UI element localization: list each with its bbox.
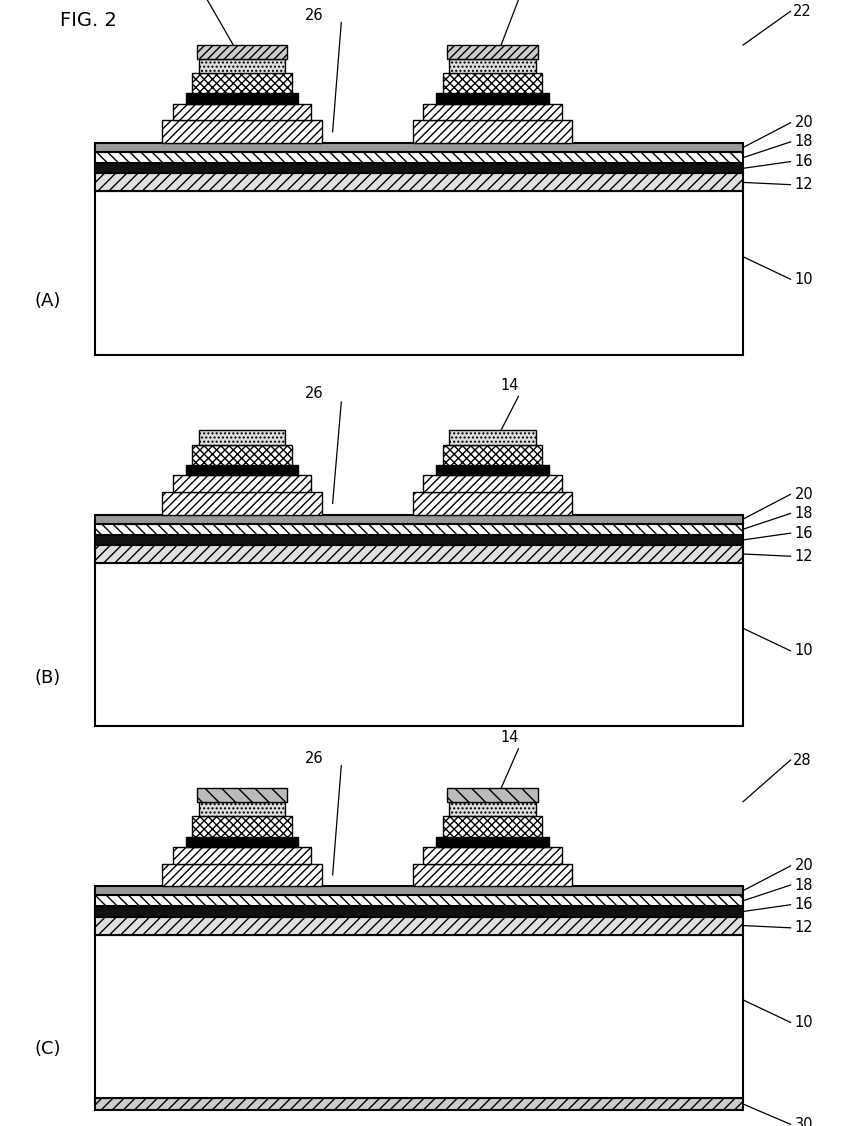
- Text: 12: 12: [795, 177, 814, 193]
- Bar: [95, 545, 743, 563]
- Bar: [95, 935, 743, 1098]
- Bar: [173, 847, 311, 864]
- Bar: [95, 895, 743, 906]
- Bar: [162, 492, 321, 515]
- Text: 22: 22: [793, 3, 812, 19]
- Text: FIG. 2: FIG. 2: [60, 11, 118, 30]
- Bar: [173, 104, 311, 120]
- Bar: [199, 802, 285, 816]
- Bar: [449, 59, 536, 73]
- Text: 16: 16: [795, 526, 813, 540]
- Bar: [95, 535, 743, 545]
- Bar: [193, 445, 292, 465]
- Text: 16: 16: [795, 897, 813, 912]
- Bar: [448, 788, 537, 802]
- Text: 12: 12: [795, 920, 814, 936]
- Bar: [436, 93, 549, 104]
- Bar: [449, 802, 536, 816]
- Text: 10: 10: [795, 1015, 814, 1030]
- Text: 10: 10: [795, 271, 814, 287]
- Bar: [423, 475, 562, 492]
- Text: 12: 12: [795, 548, 814, 564]
- Bar: [199, 59, 285, 73]
- Text: 14: 14: [500, 378, 519, 393]
- Bar: [186, 465, 298, 475]
- Text: 26: 26: [305, 751, 324, 766]
- Text: 26: 26: [305, 386, 324, 401]
- Bar: [95, 173, 743, 191]
- Bar: [193, 73, 292, 93]
- Text: (C): (C): [35, 1040, 61, 1058]
- Bar: [197, 45, 287, 59]
- Bar: [412, 864, 572, 886]
- Text: 26: 26: [305, 8, 324, 23]
- Text: 18: 18: [795, 877, 813, 893]
- Bar: [95, 163, 743, 173]
- Bar: [412, 492, 572, 515]
- Bar: [442, 816, 543, 837]
- Bar: [95, 152, 743, 163]
- Text: 20: 20: [795, 858, 814, 874]
- Text: (B): (B): [35, 669, 60, 687]
- Bar: [423, 847, 562, 864]
- Bar: [186, 837, 298, 847]
- Bar: [442, 73, 543, 93]
- Bar: [193, 816, 292, 837]
- Bar: [95, 563, 743, 726]
- Text: (A): (A): [35, 292, 61, 310]
- Text: 18: 18: [795, 506, 813, 521]
- Bar: [95, 1098, 743, 1110]
- Bar: [95, 524, 743, 535]
- Bar: [197, 788, 287, 802]
- Bar: [95, 143, 743, 152]
- Bar: [95, 906, 743, 917]
- Text: 10: 10: [795, 643, 814, 659]
- Bar: [95, 515, 743, 524]
- Text: 20: 20: [795, 486, 814, 502]
- Bar: [95, 917, 743, 935]
- Bar: [162, 120, 321, 143]
- Bar: [186, 93, 298, 104]
- Bar: [436, 837, 549, 847]
- Bar: [199, 430, 285, 445]
- Bar: [95, 191, 743, 355]
- Bar: [412, 120, 572, 143]
- Text: 20: 20: [795, 115, 814, 131]
- Text: 18: 18: [795, 134, 813, 150]
- Bar: [173, 475, 311, 492]
- Bar: [95, 886, 743, 895]
- Bar: [449, 430, 536, 445]
- Bar: [436, 465, 549, 475]
- Text: 30: 30: [795, 1117, 813, 1126]
- Text: 14: 14: [500, 731, 519, 745]
- Text: 28: 28: [793, 752, 812, 768]
- Bar: [162, 864, 321, 886]
- Bar: [423, 104, 562, 120]
- Text: 16: 16: [795, 154, 813, 169]
- Bar: [442, 445, 543, 465]
- Bar: [448, 45, 537, 59]
